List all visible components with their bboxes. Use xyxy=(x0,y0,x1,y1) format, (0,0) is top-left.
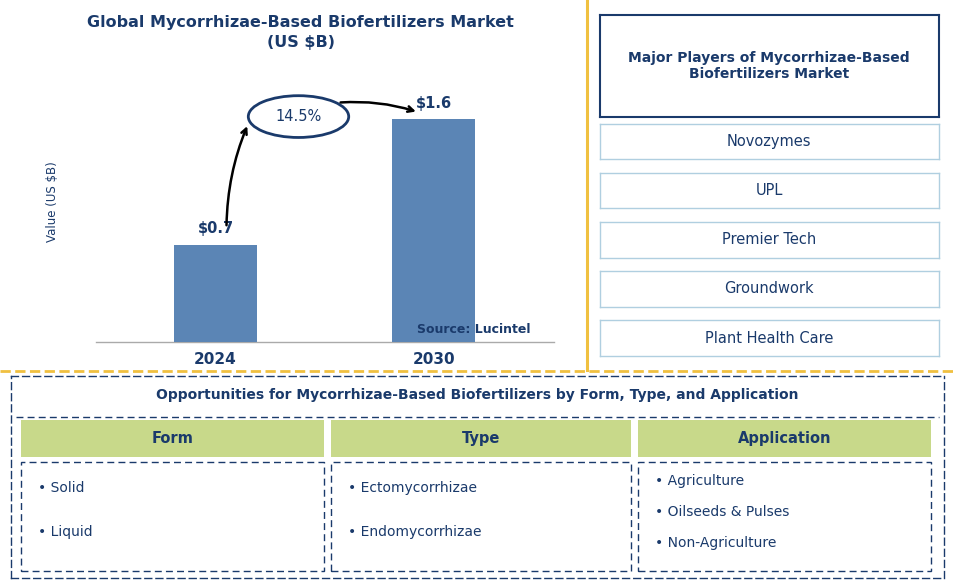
Text: • Ectomycorrhizae: • Ectomycorrhizae xyxy=(348,481,477,495)
Text: • Solid: • Solid xyxy=(37,481,84,495)
Text: Major Players of Mycorrhizae-Based
Biofertilizers Market: Major Players of Mycorrhizae-Based Biofe… xyxy=(628,51,910,81)
FancyBboxPatch shape xyxy=(638,419,931,457)
Text: Application: Application xyxy=(738,431,832,446)
Text: (US $B): (US $B) xyxy=(266,35,335,50)
Text: $0.7: $0.7 xyxy=(198,221,234,236)
FancyBboxPatch shape xyxy=(21,419,324,457)
Text: Source: Lucintel: Source: Lucintel xyxy=(416,324,530,336)
Text: Type: Type xyxy=(462,431,500,446)
Text: Novozymes: Novozymes xyxy=(727,134,812,149)
Bar xyxy=(174,245,257,342)
Text: Premier Tech: Premier Tech xyxy=(722,232,817,247)
Text: • Agriculture: • Agriculture xyxy=(654,474,744,488)
Text: 14.5%: 14.5% xyxy=(275,109,322,124)
Text: Opportunities for Mycorrhizae-Based Biofertilizers by Form, Type, and Applicatio: Opportunities for Mycorrhizae-Based Biof… xyxy=(157,388,798,402)
Text: • Endomycorrhizae: • Endomycorrhizae xyxy=(348,525,481,539)
FancyBboxPatch shape xyxy=(331,419,631,457)
Text: Form: Form xyxy=(151,431,193,446)
Text: Global Mycorrhizae-Based Biofertilizers Market: Global Mycorrhizae-Based Biofertilizers … xyxy=(88,15,514,30)
FancyBboxPatch shape xyxy=(21,462,324,571)
Bar xyxy=(393,119,476,342)
Text: $1.6: $1.6 xyxy=(415,96,452,111)
Text: • Oilseeds & Pulses: • Oilseeds & Pulses xyxy=(654,505,789,519)
FancyBboxPatch shape xyxy=(331,462,631,571)
Text: • Non-Agriculture: • Non-Agriculture xyxy=(654,536,776,550)
FancyBboxPatch shape xyxy=(638,462,931,571)
Text: Groundwork: Groundwork xyxy=(725,281,814,297)
Text: • Liquid: • Liquid xyxy=(37,525,93,539)
Text: Value (US $B): Value (US $B) xyxy=(46,161,59,242)
Text: UPL: UPL xyxy=(755,183,783,198)
Text: Plant Health Care: Plant Health Care xyxy=(705,331,834,346)
